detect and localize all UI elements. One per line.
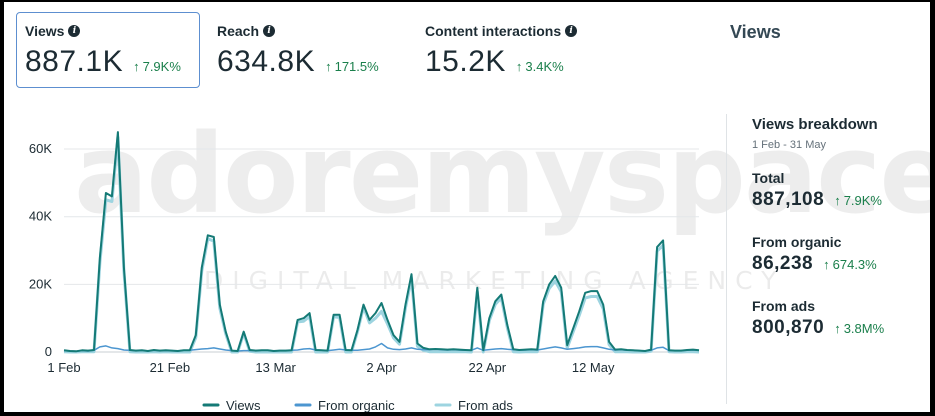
- x-tick-label: 12 May: [572, 360, 615, 375]
- breakdown-delta: ↑ 674.3%: [823, 257, 877, 272]
- arrow-up-icon: ↑: [834, 193, 841, 208]
- breakdown-value: 887,108: [752, 189, 825, 210]
- legend-label: From organic: [318, 398, 395, 412]
- metric-label: Views: [25, 23, 65, 39]
- metric-card-views[interactable]: Views i 887.1K ↑ 7.9K%: [16, 12, 200, 88]
- breakdown-delta: ↑ 3.8M%: [834, 321, 885, 336]
- arrow-up-icon: ↑: [133, 59, 140, 74]
- metric-value: 15.2K: [425, 45, 506, 78]
- breakdown-value: 800,870: [752, 317, 825, 338]
- breakdown-delta: ↑ 7.9K%: [834, 193, 882, 208]
- legend-label: Views: [226, 398, 261, 412]
- info-icon[interactable]: i: [68, 25, 81, 37]
- section-title: Views: [730, 22, 781, 42]
- breakdown-title: Views breakdown: [752, 116, 878, 133]
- arrow-up-icon: ↑: [823, 257, 830, 272]
- x-tick-label: 13 Mar: [255, 360, 296, 375]
- y-tick-label: 60K: [29, 141, 52, 156]
- legend-label: From ads: [458, 398, 513, 412]
- breakdown-value: 86,238: [752, 253, 814, 274]
- breakdown-label: From ads: [752, 298, 816, 314]
- metric-label: Content interactions: [425, 23, 562, 39]
- metric-delta: ↑ 171.5%: [325, 59, 379, 74]
- breakdown-label: Total: [752, 170, 785, 186]
- y-tick-label: 40K: [29, 209, 52, 224]
- views-line-chart: 0 20K 40K 60K 1 Feb 21 Feb 13 Mar 2 Apr 22 Apr 12…: [29, 131, 700, 412]
- metric-value: 887.1K: [25, 45, 124, 78]
- breakdown-item-organic: From organic 86,238 ↑ 674.3%: [752, 234, 877, 275]
- x-tick-label: 21 Feb: [150, 360, 190, 375]
- y-tick-label: 20K: [29, 276, 52, 291]
- breakdown-item-ads: From ads 800,870 ↑ 3.8M%: [752, 298, 884, 339]
- metric-value: 634.8K: [217, 45, 316, 78]
- arrow-up-icon: ↑: [515, 59, 523, 74]
- arrow-up-icon: ↑: [834, 321, 841, 336]
- x-tick-label: 22 Apr: [469, 360, 507, 375]
- metric-card-reach[interactable]: Reach i 634.8K ↑ 171.5%: [208, 12, 408, 88]
- insights-panel: adoremyspace DIGITAL MARKETING AGENCY Vi…: [4, 2, 930, 412]
- x-tick-label: 1 Feb: [47, 360, 80, 375]
- arrow-up-icon: ↑: [325, 59, 332, 74]
- x-tick-label: 2 Apr: [366, 360, 397, 375]
- series-line-from-ads: [63, 135, 700, 354]
- y-tick-label: 0: [45, 344, 52, 359]
- metric-delta: ↑ 7.9K%: [133, 59, 181, 74]
- metric-label: Reach: [217, 23, 260, 39]
- breakdown-label: From organic: [752, 234, 842, 250]
- divider: [726, 114, 727, 404]
- info-icon[interactable]: i: [565, 25, 578, 37]
- breakdown-date-range: 1 Feb - 31 May: [752, 139, 826, 151]
- metric-delta: ↑ 3.4K%: [515, 59, 564, 74]
- metric-card-content-interactions[interactable]: Content interactions i 15.2K ↑ 3.4K%: [416, 12, 626, 88]
- info-icon[interactable]: i: [263, 25, 276, 37]
- series-line-views: [63, 131, 700, 353]
- breakdown-item-total: Total 887,108 ↑ 7.9K%: [752, 170, 882, 211]
